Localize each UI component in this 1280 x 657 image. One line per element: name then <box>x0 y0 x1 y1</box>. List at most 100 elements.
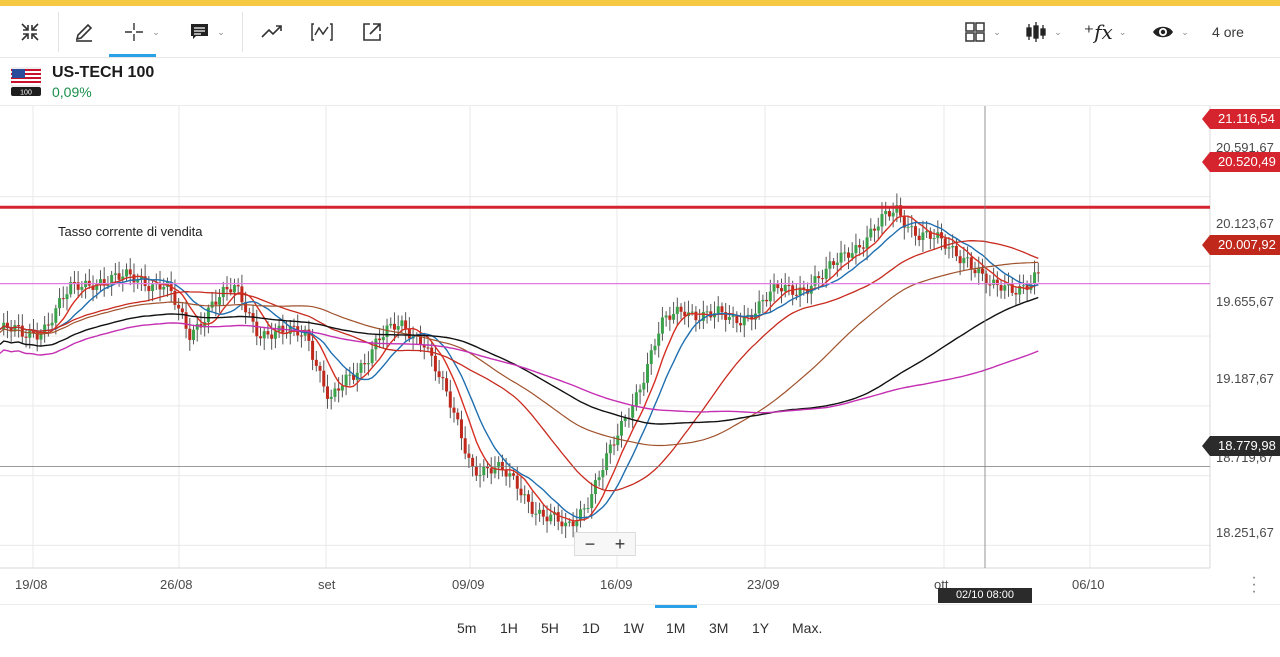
candle-body <box>1014 292 1018 295</box>
indicator-box-icon[interactable] <box>306 16 338 48</box>
candle-body <box>381 336 385 341</box>
candle-body <box>701 311 705 321</box>
candle-body <box>195 324 199 330</box>
candle-body <box>151 284 155 292</box>
candle-body <box>984 273 988 285</box>
candle-body <box>869 228 873 238</box>
top-price-value: 21.116,54 <box>1218 111 1275 126</box>
candle-body <box>586 507 590 509</box>
trend-icon[interactable] <box>256 16 288 48</box>
period-1h[interactable]: 1H <box>500 620 518 636</box>
chevron-down-icon: ⌄ <box>152 26 160 37</box>
flag-badge: 100 <box>20 90 32 97</box>
more-options-icon[interactable]: · · · <box>1251 569 1257 600</box>
candle-body <box>980 268 984 274</box>
visibility-button[interactable]: ⌄ <box>1146 16 1194 48</box>
period-5h[interactable]: 5H <box>541 620 559 636</box>
candle-body <box>1010 284 1014 293</box>
chevron-down-icon: ⌄ <box>1118 26 1127 37</box>
candlestick-icon <box>1026 22 1046 42</box>
comment-tool-button[interactable]: ⌄ <box>184 16 230 48</box>
candle-body <box>221 286 225 298</box>
candle-body <box>244 302 248 313</box>
zoom-in-button[interactable]: + <box>614 534 626 554</box>
period-3m[interactable]: 3M <box>709 620 729 636</box>
candle-body <box>802 287 806 290</box>
period-1d[interactable]: 1D <box>582 620 600 636</box>
candle-body <box>325 386 329 399</box>
layout-grid-icon <box>965 22 985 42</box>
period-5m[interactable]: 5m <box>457 620 477 636</box>
candle-body <box>378 338 382 341</box>
candle-body <box>13 325 17 332</box>
layout-grid-button[interactable]: ⌄ <box>960 16 1004 48</box>
candle-body <box>508 473 512 477</box>
candle-body <box>255 321 259 337</box>
timeframe-label: 4 ore <box>1212 24 1244 40</box>
period-1y[interactable]: 1Y <box>752 620 770 636</box>
candle-body <box>456 412 460 420</box>
candle-body <box>761 299 765 302</box>
price-chart[interactable]: Tasso corrente di vendita 20.591,67 20.1… <box>0 106 1280 606</box>
x-tick: 06/10 <box>1072 577 1105 592</box>
period-max[interactable]: Max. <box>792 620 823 636</box>
candle-body <box>489 468 493 474</box>
candle-body <box>292 325 296 327</box>
chart-type-button[interactable]: ⌄ <box>1020 16 1066 48</box>
candle-body <box>612 444 616 446</box>
candle-body <box>660 317 664 334</box>
candle-body <box>936 232 940 239</box>
candle-body <box>638 389 642 393</box>
period-1m[interactable]: 1M <box>666 620 686 636</box>
candle-body <box>459 419 463 439</box>
candle-body <box>679 306 683 312</box>
candle-body <box>731 315 735 317</box>
us-flag-icon: 100 <box>10 66 42 97</box>
chevron-down-icon: ⌄ <box>1181 26 1189 37</box>
timeframe-select[interactable]: 4 ore <box>1206 16 1250 48</box>
instrument-name: US-TECH 100 <box>52 64 155 81</box>
candle-body <box>616 435 620 446</box>
pencil-icon[interactable] <box>70 16 98 48</box>
ma-line-brown <box>0 261 1039 447</box>
candle-body <box>995 279 999 286</box>
indicators-button[interactable]: ⁺fx ⌄ <box>1080 16 1130 48</box>
candle-body <box>206 307 210 323</box>
candle-body <box>344 374 348 386</box>
external-link-icon[interactable] <box>356 16 388 48</box>
candle-body <box>515 475 519 489</box>
candle-body <box>917 235 921 241</box>
candle-body <box>988 284 992 286</box>
candle-body <box>433 355 437 372</box>
crosshair-price-value: 18.779,98 <box>1218 438 1276 453</box>
candle-body <box>906 226 910 228</box>
candle-body <box>318 365 322 371</box>
chart-canvas[interactable] <box>0 106 1280 604</box>
top-price-tag: 21.116,54 <box>1202 109 1280 129</box>
crosshair-tool-button[interactable]: ⌄ <box>118 16 164 48</box>
candle-body <box>58 298 62 309</box>
candle-body <box>649 350 653 365</box>
candle-body <box>899 205 903 216</box>
period-1w[interactable]: 1W <box>623 620 644 636</box>
candle-body <box>9 328 13 332</box>
collapse-icon[interactable] <box>14 16 46 48</box>
candle-body <box>977 268 981 274</box>
comment-icon <box>191 24 209 39</box>
candle-body <box>392 323 396 330</box>
candle-body <box>35 333 39 340</box>
ma-line-fast <box>0 215 1039 522</box>
candle-body <box>876 226 880 231</box>
candle-body <box>1036 272 1040 274</box>
candle-body <box>106 284 110 286</box>
candle-body <box>72 281 76 283</box>
candle-body <box>865 237 869 249</box>
candle-body <box>139 276 143 280</box>
candle-body <box>329 396 333 399</box>
candle-body <box>497 462 501 468</box>
candle-body <box>474 466 478 476</box>
candle-body <box>880 214 884 227</box>
zoom-out-button[interactable]: − <box>584 534 596 554</box>
candle-body <box>229 289 233 293</box>
candle-body <box>467 453 471 458</box>
